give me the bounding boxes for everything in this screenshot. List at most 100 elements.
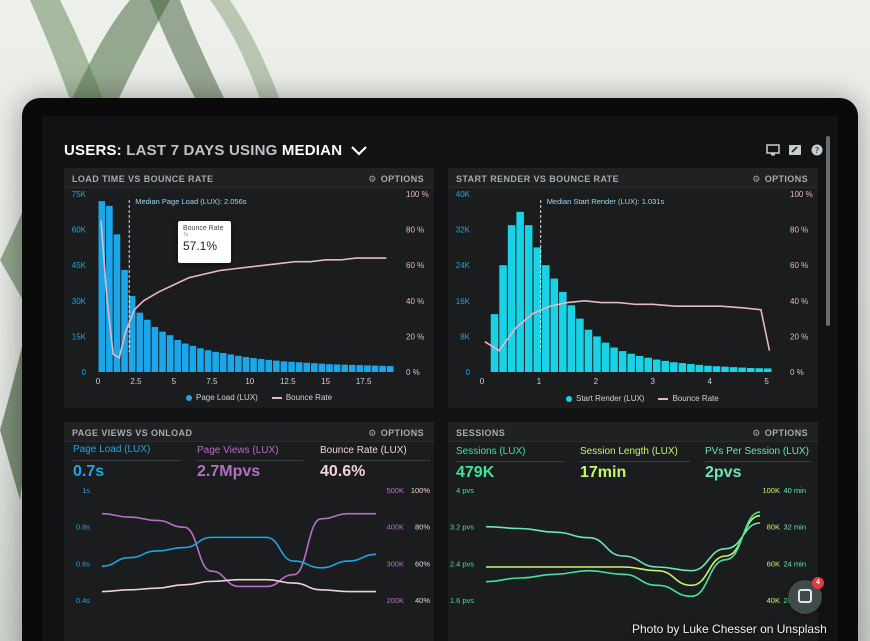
bar [601, 342, 610, 372]
legend-label: Page Load (LUX) [196, 393, 258, 402]
bar [755, 368, 763, 372]
x-tick-label: 5 [172, 377, 177, 386]
bar [166, 335, 174, 372]
y3-tick-label: 40% [415, 596, 430, 605]
y3-tick-label: 80% [415, 523, 430, 532]
legend-item-bounce-rate[interactable]: Bounce Rate [271, 393, 332, 402]
bar [687, 363, 695, 372]
chat-launcher-button[interactable]: 4 [788, 577, 824, 614]
bar [235, 355, 242, 372]
start-render-legend: Start Render (LUX) Bounce Rate [566, 394, 719, 403]
x-tick-label: 3 [651, 377, 656, 386]
gear-icon: ⚙ [752, 174, 761, 184]
y3-tick-label: 100% [411, 486, 431, 495]
legend-item-bounce-rate[interactable]: Bounce Rate [658, 394, 719, 403]
options-button[interactable]: ⚙ OPTIONS [368, 174, 424, 185]
options-button[interactable]: ⚙ OPTIONS [752, 174, 808, 185]
bar [704, 365, 712, 372]
y2-tick-label: 80K [767, 523, 780, 532]
y-tick-label: 8K [460, 332, 470, 341]
y-tick-label: 60K [72, 226, 87, 235]
bar [559, 291, 567, 372]
y2-tick-label: 80 % [790, 226, 808, 235]
bar [121, 269, 128, 372]
bar [379, 365, 386, 372]
bounce-rate-line [484, 299, 771, 352]
bar [136, 312, 144, 372]
y-tick-label: 16K [456, 297, 471, 306]
metric-divider [705, 461, 811, 462]
bar [333, 364, 341, 372]
series-line [101, 536, 377, 569]
gear-icon: ⚙ [368, 428, 377, 438]
legend-label: Start Render (LUX) [576, 394, 645, 403]
monitor-icon[interactable] [766, 144, 780, 156]
bar [661, 360, 670, 372]
y3-tick-label: 24 min [783, 559, 806, 568]
bar [106, 205, 113, 372]
bar [219, 353, 227, 372]
bar [341, 364, 348, 372]
bar [507, 225, 516, 372]
bar [174, 339, 181, 372]
bar [273, 360, 280, 372]
tooltip-sub: 7s [183, 232, 189, 238]
chat-icon [798, 589, 812, 603]
legend-dot [186, 394, 192, 401]
bar [576, 318, 584, 372]
metric-divider [73, 460, 181, 461]
panel-header: START RENDER VS BOUNCE RATE ⚙ OPTIONS [448, 168, 818, 188]
metric-divider [197, 460, 303, 461]
help-icon[interactable]: ? [810, 144, 824, 156]
y-tick-label: 30K [72, 297, 87, 306]
bar [364, 365, 371, 372]
bar [159, 331, 166, 372]
metric-value-sessions: 479K [456, 464, 495, 481]
load-time-chart: 0 15K 30K 45K 60K 75K 0 % 20 % 40 % 60 % 80 % 100 %… [72, 190, 429, 386]
y-tick-label: 4 pvs [456, 486, 474, 495]
x-tick-label: 2.5 [130, 377, 142, 386]
y-tick-label: 15K [72, 332, 87, 341]
x-tick-label: 1 [537, 377, 542, 386]
options-button[interactable]: ⚙ OPTIONS [752, 428, 808, 439]
bar [371, 365, 379, 372]
metric-value-page-load: 0.7s [73, 463, 105, 480]
bar [738, 367, 746, 372]
y2-tick-label: 400K [386, 523, 404, 532]
bar [348, 364, 356, 372]
series-line [101, 512, 376, 588]
photo-credit: Photo by Luke Chesser on Unsplash [632, 622, 827, 636]
metric-divider [456, 461, 564, 462]
panel-start-render: START RENDER VS BOUNCE RATE ⚙ OPTIONS 0 8K… [448, 168, 818, 408]
bar [678, 363, 687, 372]
metric-divider [320, 460, 430, 461]
bar [227, 354, 235, 372]
bar [618, 351, 627, 372]
bar [288, 361, 295, 372]
bar [490, 314, 499, 372]
legend-item-page-load[interactable]: Page Load (LUX) [186, 393, 258, 402]
y2-tick-label: 60K [767, 559, 780, 568]
scrollbar[interactable] [826, 136, 830, 326]
bar [670, 362, 678, 372]
y-tick-label: 1.6 pvs [450, 596, 474, 605]
y2-tick-label: 100K [762, 486, 780, 495]
legend-item-start-render[interactable]: Start Render (LUX) [566, 394, 644, 403]
bar [280, 361, 288, 372]
y-tick-label: 0 [466, 368, 471, 377]
panel-header: LOAD TIME VS BOUNCE RATE ⚙ OPTIONS [64, 168, 434, 188]
panel-header: PAGE VIEWS VS ONLOAD ⚙ OPTIONS [64, 422, 434, 442]
y2-tick-label: 0 % [406, 368, 420, 377]
bar [326, 364, 333, 372]
chevron-down-icon[interactable] [350, 146, 367, 156]
bounce-rate-tooltip: Bounce Rate 7s 57.1% [178, 221, 231, 263]
title-using: USING [228, 142, 278, 159]
title-range: LAST 7 DAYS [126, 142, 225, 159]
y2-tick-label: 20 % [406, 332, 424, 341]
edit-icon[interactable] [788, 144, 802, 156]
y-tick-label: 0 [82, 368, 87, 377]
dashboard-title[interactable]: USERS: LAST 7 DAYS USING MEDIAN [64, 142, 367, 159]
options-button[interactable]: ⚙ OPTIONS [368, 428, 424, 439]
x-tick-label: 0 [480, 377, 485, 386]
bar [746, 367, 755, 372]
